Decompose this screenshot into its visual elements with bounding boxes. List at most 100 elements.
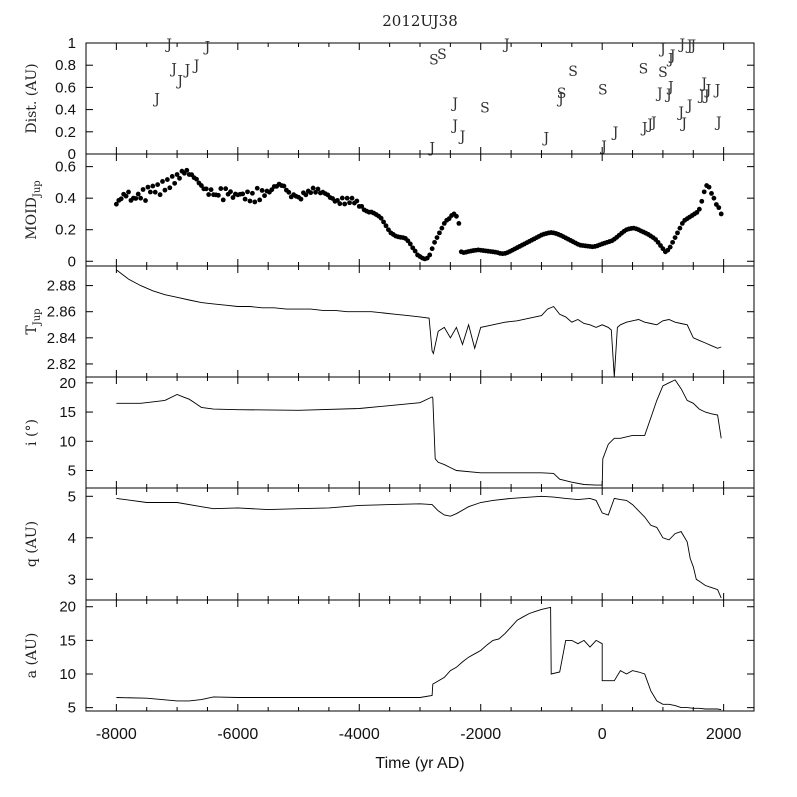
encounter-marker-j: J — [699, 76, 707, 92]
panel-4: 3 4 5 q (AU) — [24, 487, 755, 601]
encounter-marker-j: J — [169, 62, 177, 78]
encounter-marker-s: S — [568, 64, 578, 80]
y-axis-label: q (AU) — [24, 521, 40, 567]
moid-point — [245, 189, 250, 195]
encounter-marker-j: J — [450, 118, 458, 134]
encounter-marker-j: J — [175, 74, 183, 90]
encounter-marker-j: J — [676, 105, 684, 121]
encounter-marker-j: J — [655, 86, 663, 102]
encounter-marker-s: S — [480, 100, 490, 116]
moid-point — [675, 230, 680, 236]
moid-point — [152, 189, 158, 195]
moid-point — [454, 213, 459, 219]
moid-point — [198, 183, 204, 188]
moid-point — [167, 185, 173, 191]
moid-point — [427, 252, 433, 258]
encounter-marker-j: J — [666, 79, 674, 95]
moid-point — [157, 192, 163, 198]
y-tick-label: 10 — [59, 433, 76, 450]
encounter-marker-j: J — [502, 37, 510, 53]
y-tick-label: 0.4 — [55, 190, 76, 207]
moid-point — [262, 193, 267, 199]
moid-point — [249, 190, 255, 196]
y-tick-label: 0.4 — [55, 102, 76, 119]
encounter-marker-s: S — [557, 86, 567, 102]
y-axis-label: Dist. (AU) — [24, 63, 40, 133]
moid-point — [150, 183, 156, 189]
panel-5: 5 10 15 20 a (AU) -8000 -6000 -4000 -2000 0 2000 — [24, 599, 755, 743]
encounter-marker-j: J — [556, 92, 564, 108]
encounter-marker-j: J — [664, 87, 672, 103]
moid-point — [259, 188, 265, 193]
y-axis-label: TJup — [24, 308, 43, 334]
moid-point — [286, 189, 292, 195]
moid-point — [123, 193, 129, 199]
moid-point — [677, 225, 683, 231]
series-line — [116, 269, 722, 378]
moid-point — [206, 192, 212, 197]
moid-point — [215, 192, 221, 198]
moid-point — [303, 192, 309, 198]
moid-point — [354, 198, 360, 204]
y-tick-label: 2.82 — [47, 356, 76, 373]
y-tick-label: 20 — [59, 599, 76, 616]
moid-point — [313, 189, 318, 195]
moid-point — [342, 201, 348, 207]
moid-point — [143, 198, 148, 203]
series-line — [116, 379, 722, 486]
moid-point — [228, 189, 233, 195]
y-tick-label: 0.2 — [55, 222, 76, 239]
moid-point — [315, 186, 321, 192]
moid-point — [147, 189, 153, 195]
moid-point — [140, 187, 146, 192]
moid-point — [218, 186, 224, 191]
x-tick-label: 2000 — [706, 726, 742, 743]
encounter-marker-j: J — [542, 130, 550, 146]
y-tick-label: 3 — [68, 571, 76, 588]
figure-title: 2012UJ38 — [382, 12, 458, 30]
moid-point — [155, 182, 161, 188]
encounter-marker-j: J — [164, 37, 172, 53]
y-tick-label: 0 — [68, 253, 76, 270]
encounter-marker-j: J — [658, 42, 666, 58]
series-line — [116, 495, 722, 599]
moid-point — [335, 197, 340, 203]
moid-point — [407, 241, 413, 247]
moid-point — [160, 179, 165, 184]
panel-1: 0 0.2 0.4 0.6 MOIDJup — [24, 153, 755, 270]
y-tick-label: 2.84 — [47, 330, 76, 347]
moid-point — [254, 185, 260, 191]
moid-point — [432, 239, 437, 245]
moid-point — [349, 195, 355, 201]
moid-point — [378, 215, 384, 221]
encounter-marker-j: J — [685, 98, 693, 114]
moid-point — [169, 174, 175, 179]
moid-point — [359, 203, 365, 209]
moid-point — [240, 191, 246, 197]
y-tick-label: 20 — [59, 375, 76, 392]
y-tick-label: 10 — [59, 666, 76, 683]
encounter-marker-j: J — [704, 83, 712, 99]
moid-point — [194, 176, 199, 182]
encounter-marker-j: J — [192, 58, 200, 74]
moid-point — [381, 219, 386, 225]
moid-point — [344, 195, 350, 201]
moid-point — [113, 201, 119, 207]
moid-point — [220, 197, 226, 203]
encounter-marker-s: S — [598, 83, 608, 99]
moid-point — [230, 195, 236, 200]
y-tick-label: 2.88 — [47, 278, 76, 295]
y-tick-label: 1 — [68, 35, 76, 52]
moid-point — [203, 186, 209, 192]
encounter-marker-s: S — [437, 47, 447, 63]
encounter-marker-j: J — [713, 83, 721, 99]
encounter-marker-j: J — [152, 92, 160, 108]
encounter-marker-j: J — [640, 120, 648, 136]
moid-point — [174, 172, 180, 177]
encounter-marker-s: S — [429, 53, 439, 69]
y-tick-label: 4 — [68, 530, 76, 547]
